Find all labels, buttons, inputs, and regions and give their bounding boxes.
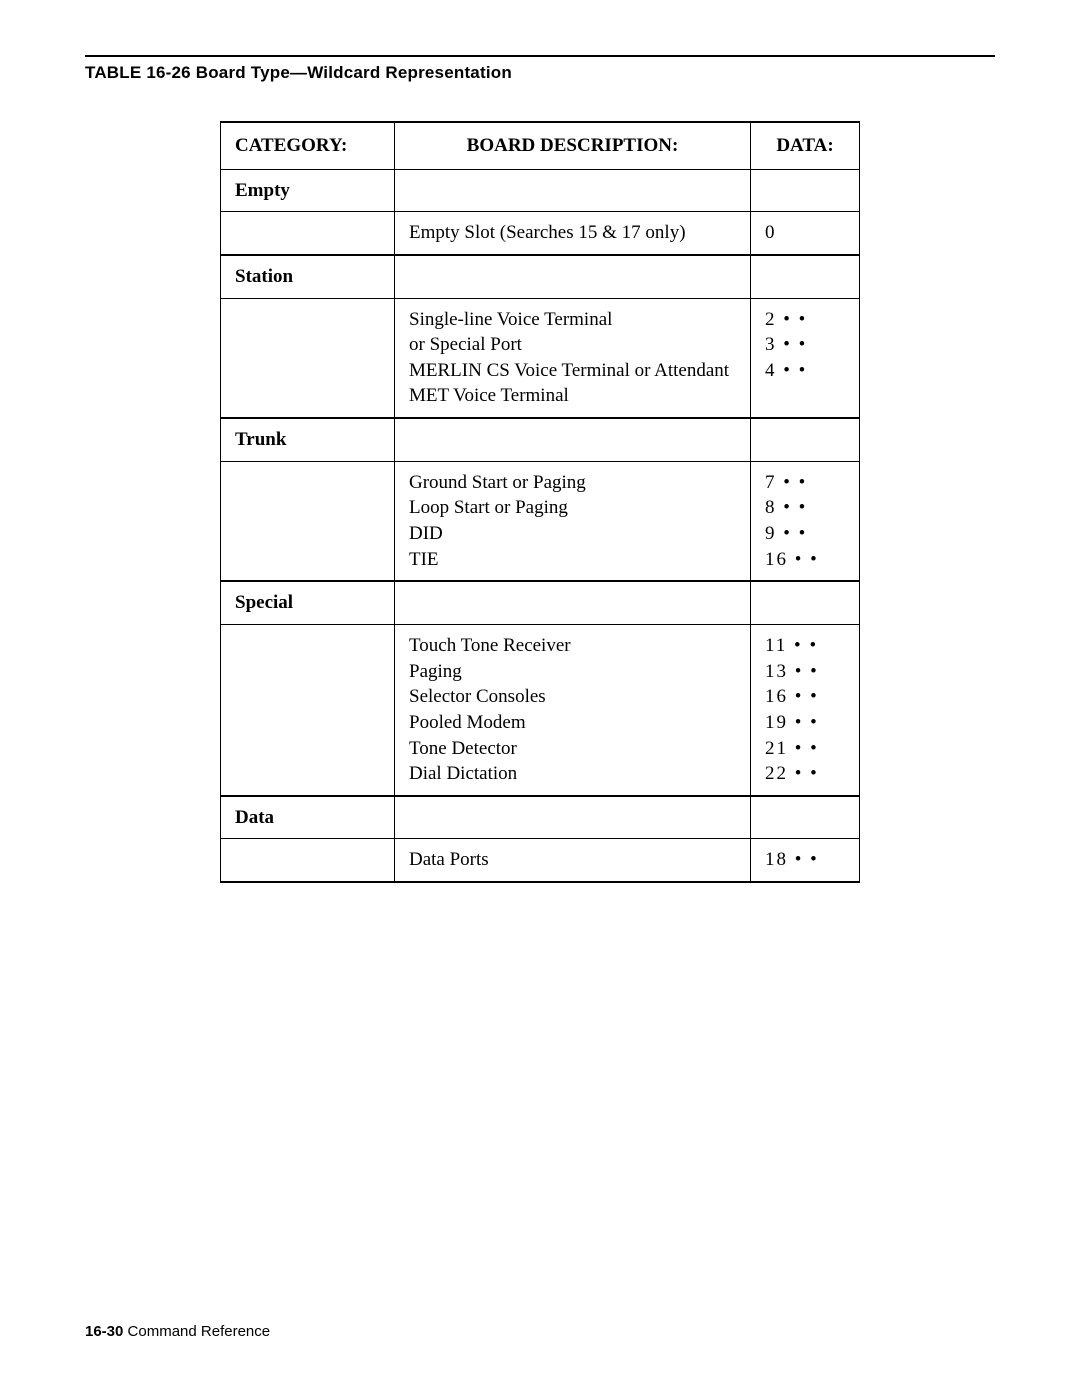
- table-wrap: CATEGORY: BOARD DESCRIPTION: DATA: Empty…: [220, 121, 860, 883]
- desc-cell: Ground Start or Paging Loop Start or Pag…: [395, 461, 751, 581]
- data-cell: 2 • • 3 • • 4 • •: [751, 298, 860, 418]
- section-trunk-header: Trunk: [221, 418, 860, 461]
- page-footer: 16-30 Command Reference: [85, 1323, 270, 1340]
- desc-cell: Empty Slot (Searches 15 & 17 only): [395, 212, 751, 255]
- data-cell: 7 • • 8 • • 9 • • 16 • •: [751, 461, 860, 581]
- table-caption: TABLE 16-26 Board Type—Wildcard Represen…: [85, 63, 995, 83]
- board-table: CATEGORY: BOARD DESCRIPTION: DATA: Empty…: [220, 121, 860, 883]
- section-empty-header: Empty: [221, 169, 860, 212]
- table-row: Empty Slot (Searches 15 & 17 only) 0: [221, 212, 860, 255]
- caption-title: Board Type—Wildcard Representation: [196, 63, 512, 82]
- section-data-header: Data: [221, 796, 860, 839]
- desc-cell: Single-line Voice Terminal or Special Po…: [395, 298, 751, 418]
- section-station-header: Station: [221, 255, 860, 298]
- section-special-header: Special: [221, 581, 860, 624]
- section-data-label: Data: [221, 796, 395, 839]
- header-category: CATEGORY:: [221, 122, 395, 169]
- desc-cell: Touch Tone Receiver Paging Selector Cons…: [395, 624, 751, 795]
- table-row: Single-line Voice Terminal or Special Po…: [221, 298, 860, 418]
- header-data: DATA:: [751, 122, 860, 169]
- page-number: 16-30: [85, 1323, 123, 1340]
- section-empty-label: Empty: [221, 169, 395, 212]
- desc-cell: Data Ports: [395, 839, 751, 882]
- top-rule: [85, 55, 995, 57]
- section-station-label: Station: [221, 255, 395, 298]
- header-row: CATEGORY: BOARD DESCRIPTION: DATA:: [221, 122, 860, 169]
- data-cell: 18 • •: [751, 839, 860, 882]
- section-trunk-label: Trunk: [221, 418, 395, 461]
- data-cell: 11 • • 13 • • 16 • • 19 • • 21 • • 22 • …: [751, 624, 860, 795]
- table-row: Touch Tone Receiver Paging Selector Cons…: [221, 624, 860, 795]
- header-description: BOARD DESCRIPTION:: [395, 122, 751, 169]
- table-row: Data Ports 18 • •: [221, 839, 860, 882]
- footer-section: Command Reference: [128, 1323, 271, 1340]
- page: TABLE 16-26 Board Type—Wildcard Represen…: [0, 0, 1080, 1395]
- caption-prefix: TABLE 16-26: [85, 63, 191, 82]
- data-cell: 0: [751, 212, 860, 255]
- section-special-label: Special: [221, 581, 395, 624]
- table-row: Ground Start or Paging Loop Start or Pag…: [221, 461, 860, 581]
